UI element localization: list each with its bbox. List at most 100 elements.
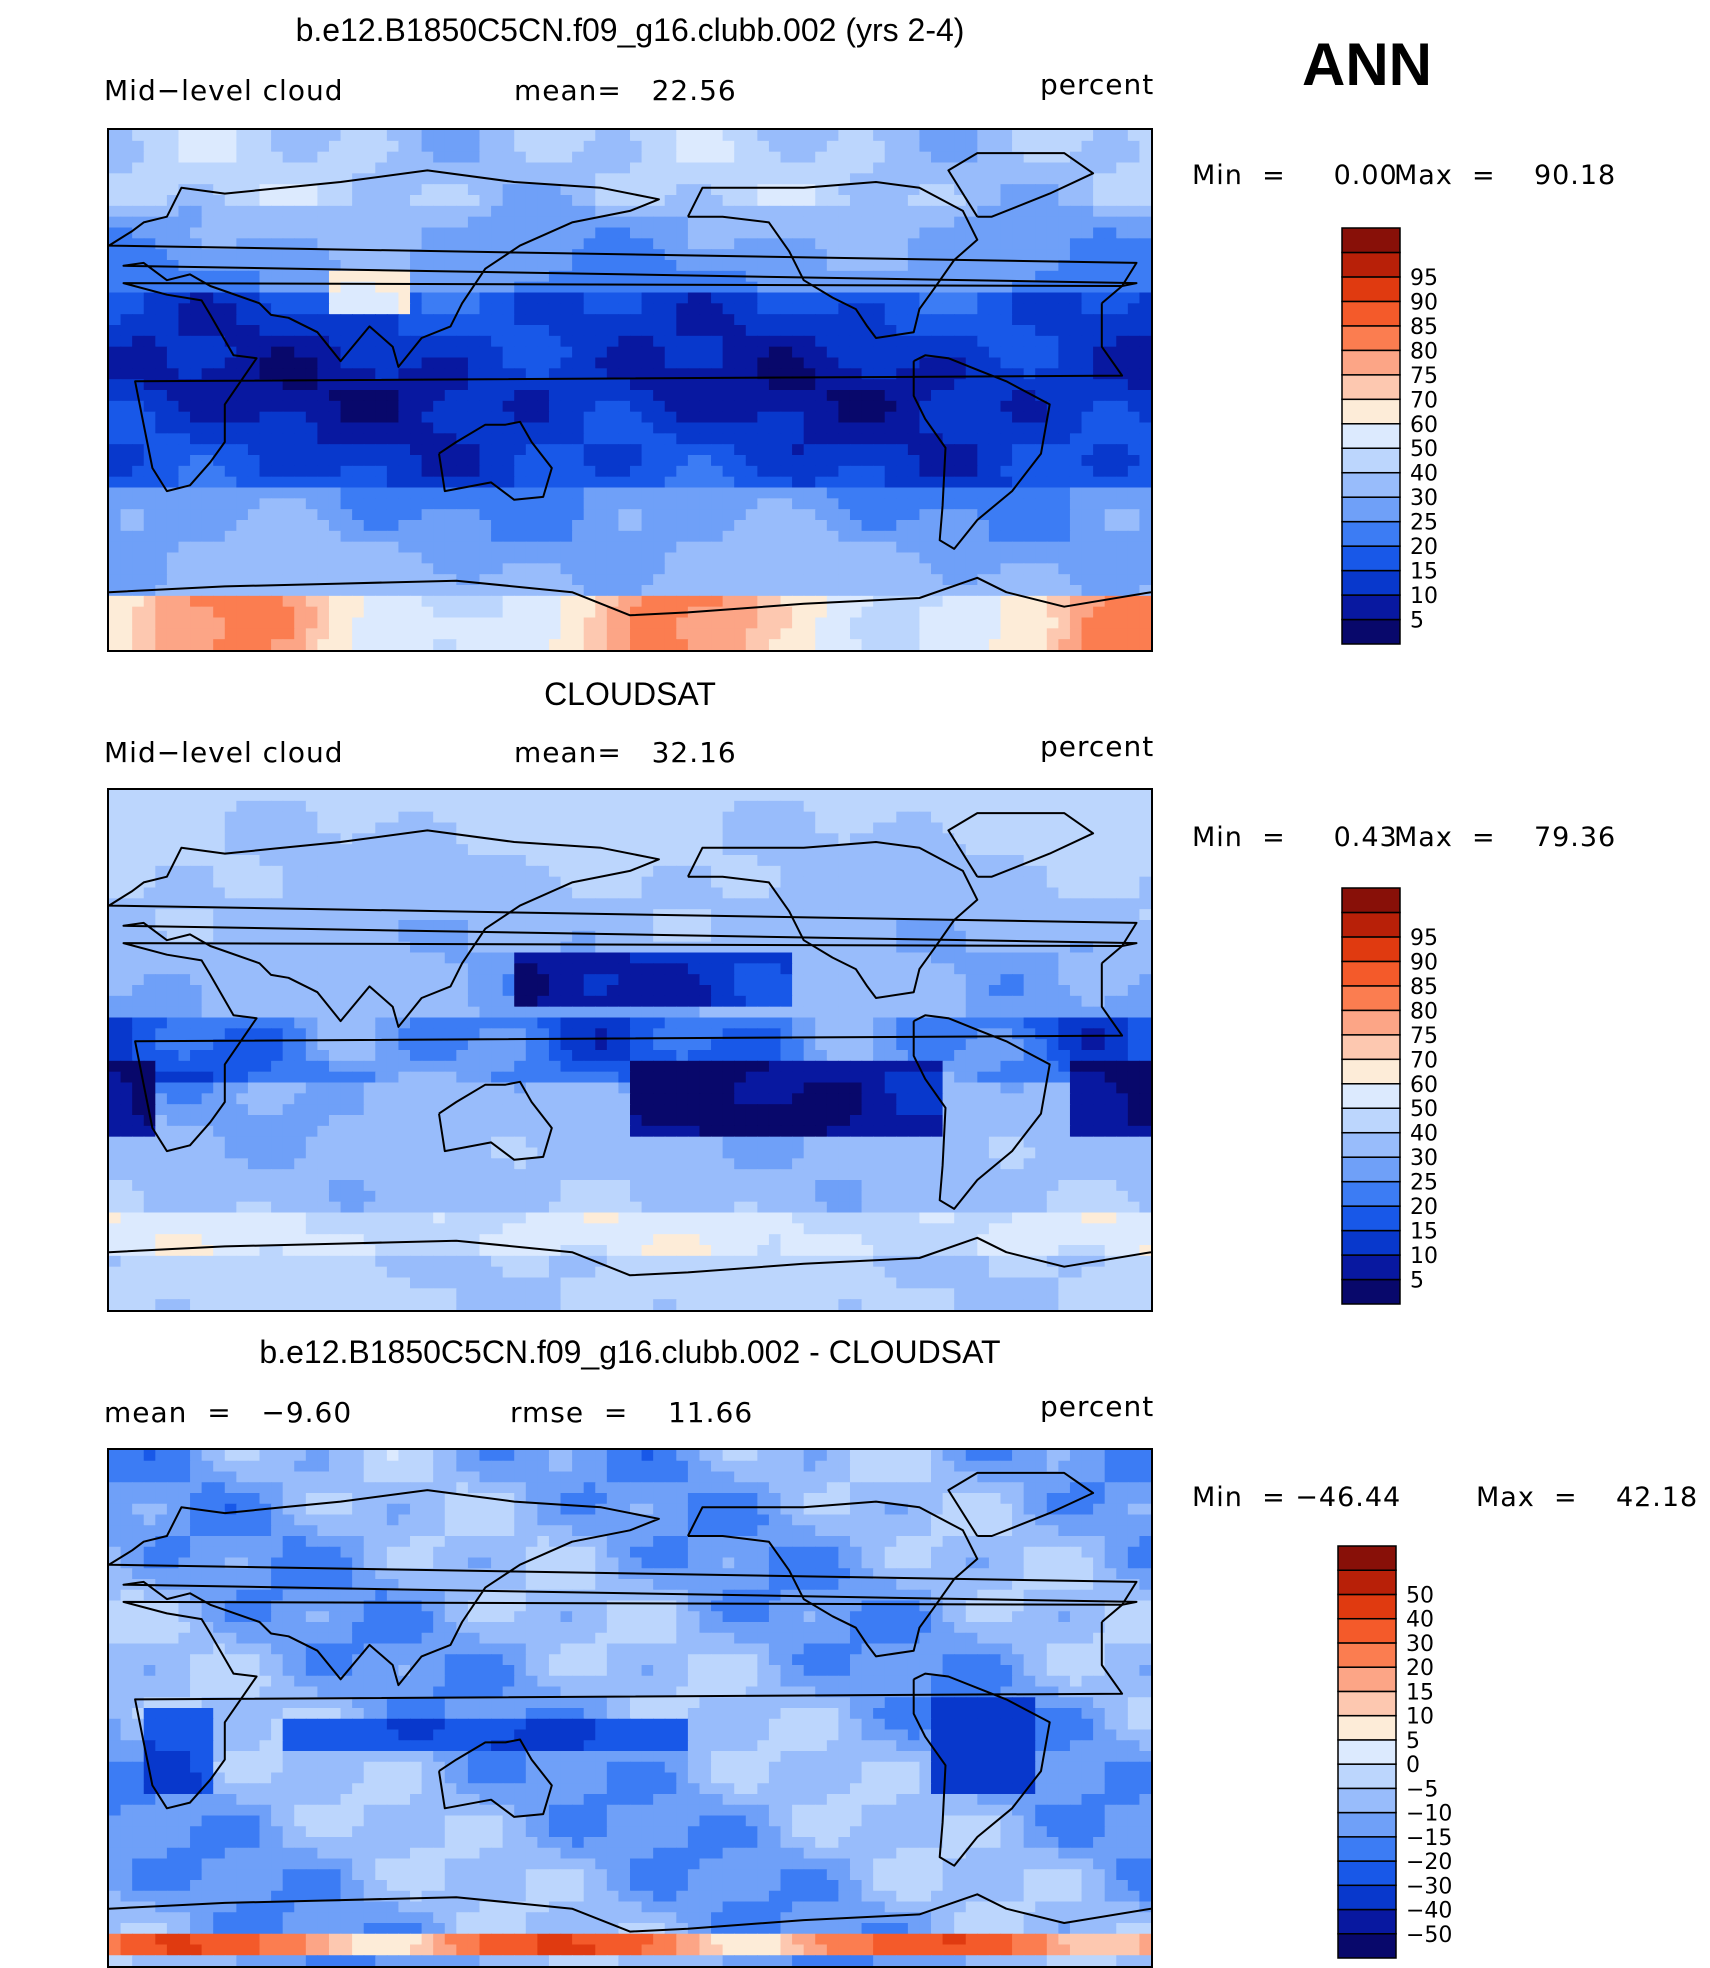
map-field-cell — [548, 260, 562, 272]
map-field-cell — [305, 173, 318, 185]
map-field-cell — [757, 205, 770, 218]
map-field-cell — [155, 238, 168, 250]
map-field-cell — [653, 130, 666, 142]
map-field-cell — [722, 227, 735, 239]
map-field-cell — [606, 346, 620, 359]
map-field-cell — [271, 205, 284, 218]
map-field-cell — [572, 790, 585, 802]
map-field-cell — [919, 238, 932, 250]
map-field-cell — [1081, 379, 1094, 391]
map-field-cell — [109, 270, 122, 283]
map-field-cell — [1058, 151, 1071, 164]
map-field-cell — [120, 811, 133, 824]
map-field-cell — [178, 455, 191, 467]
colorbar-swatch — [1341, 496, 1401, 523]
map-field-cell — [132, 455, 145, 467]
map-field-cell — [340, 520, 353, 532]
map-field-cell — [988, 346, 1002, 359]
map-field-cell — [467, 314, 481, 326]
map-field-cell — [479, 130, 492, 142]
map-field-cell — [514, 270, 527, 283]
map-field-cell — [1058, 227, 1071, 239]
map-field-cell — [931, 162, 944, 174]
map-field-cell — [271, 357, 284, 369]
map-field-cell — [815, 205, 828, 218]
map-field-cell — [745, 390, 758, 402]
map-field-cell — [247, 151, 261, 164]
map-field-cell — [514, 249, 527, 261]
map-field-cell — [977, 422, 990, 434]
map-field-cell — [1023, 433, 1036, 445]
map-field-cell — [664, 281, 677, 294]
map-field-cell — [919, 400, 932, 413]
map-field-cell — [768, 281, 782, 294]
map-field-cell — [271, 595, 284, 608]
map-field-cell — [421, 411, 434, 424]
map-field-cell — [1058, 509, 1071, 521]
map-field-cell — [166, 205, 180, 218]
map-field-cell — [583, 628, 596, 640]
map-field-cell — [386, 628, 400, 640]
map-field-cell — [734, 476, 747, 489]
map-field-cell — [1000, 844, 1013, 856]
map-field-cell — [352, 455, 365, 467]
map-field-cell — [410, 844, 423, 856]
map-field-cell — [479, 411, 492, 424]
map-field-cell — [224, 195, 237, 207]
map-field-cell — [873, 855, 886, 867]
map-field-cell — [247, 433, 261, 445]
map-field-cell — [583, 238, 596, 250]
map-field-cell — [178, 606, 191, 619]
map-field-cell — [456, 335, 469, 348]
map-field-cell — [340, 628, 353, 640]
map-field-cell — [456, 130, 469, 142]
map-field-cell — [1116, 249, 1129, 261]
map-field-cell — [352, 617, 365, 629]
map-field-cell — [653, 205, 666, 218]
map-field-cell — [213, 270, 226, 283]
map-field-cell — [1046, 130, 1059, 142]
map-field-cell — [896, 368, 909, 380]
map-field-cell — [375, 465, 388, 478]
map-field-cell — [630, 368, 643, 380]
map-field-cell — [641, 357, 654, 369]
map-field-cell — [143, 205, 156, 218]
map-field-cell — [1116, 216, 1129, 229]
map-field-cell — [965, 606, 978, 619]
map-field-cell — [664, 227, 677, 239]
map-field-cell — [190, 563, 203, 575]
map-field-cell — [734, 800, 747, 813]
map-field-cell — [294, 292, 307, 304]
map-field-cell — [525, 563, 538, 575]
map-field-cell — [514, 541, 527, 554]
map-field-cell — [166, 151, 180, 164]
map-field-cell — [630, 216, 643, 229]
map-field-cell — [352, 346, 365, 359]
map-field-cell — [525, 574, 538, 586]
map-field-cell — [1000, 606, 1013, 619]
map-field-cell — [618, 509, 631, 521]
map-field-cell — [1127, 800, 1141, 813]
map-field-cell — [1116, 563, 1129, 575]
map-field-cell — [224, 162, 237, 174]
map-field-cell — [965, 335, 978, 348]
map-field-cell — [178, 574, 191, 586]
map-field-cell — [132, 800, 145, 813]
map-field-cell — [572, 162, 585, 174]
map-field-cell — [456, 151, 469, 164]
map-field-cell — [201, 335, 214, 348]
map-field-cell — [537, 249, 550, 261]
map-field-cell — [375, 314, 388, 326]
map-field-cell — [687, 238, 701, 250]
map-field-cell — [398, 487, 411, 499]
map-field-cell — [572, 476, 585, 489]
map-field-cell — [421, 140, 434, 153]
map-field-cell — [641, 530, 654, 543]
map-field-cell — [502, 346, 515, 359]
map-field-cell — [410, 411, 423, 424]
map-field-cell — [271, 639, 284, 650]
map-field-cell — [664, 400, 677, 413]
map-field-cell — [433, 140, 446, 153]
map-field-cell — [433, 173, 446, 185]
map-field-cell — [977, 844, 990, 856]
